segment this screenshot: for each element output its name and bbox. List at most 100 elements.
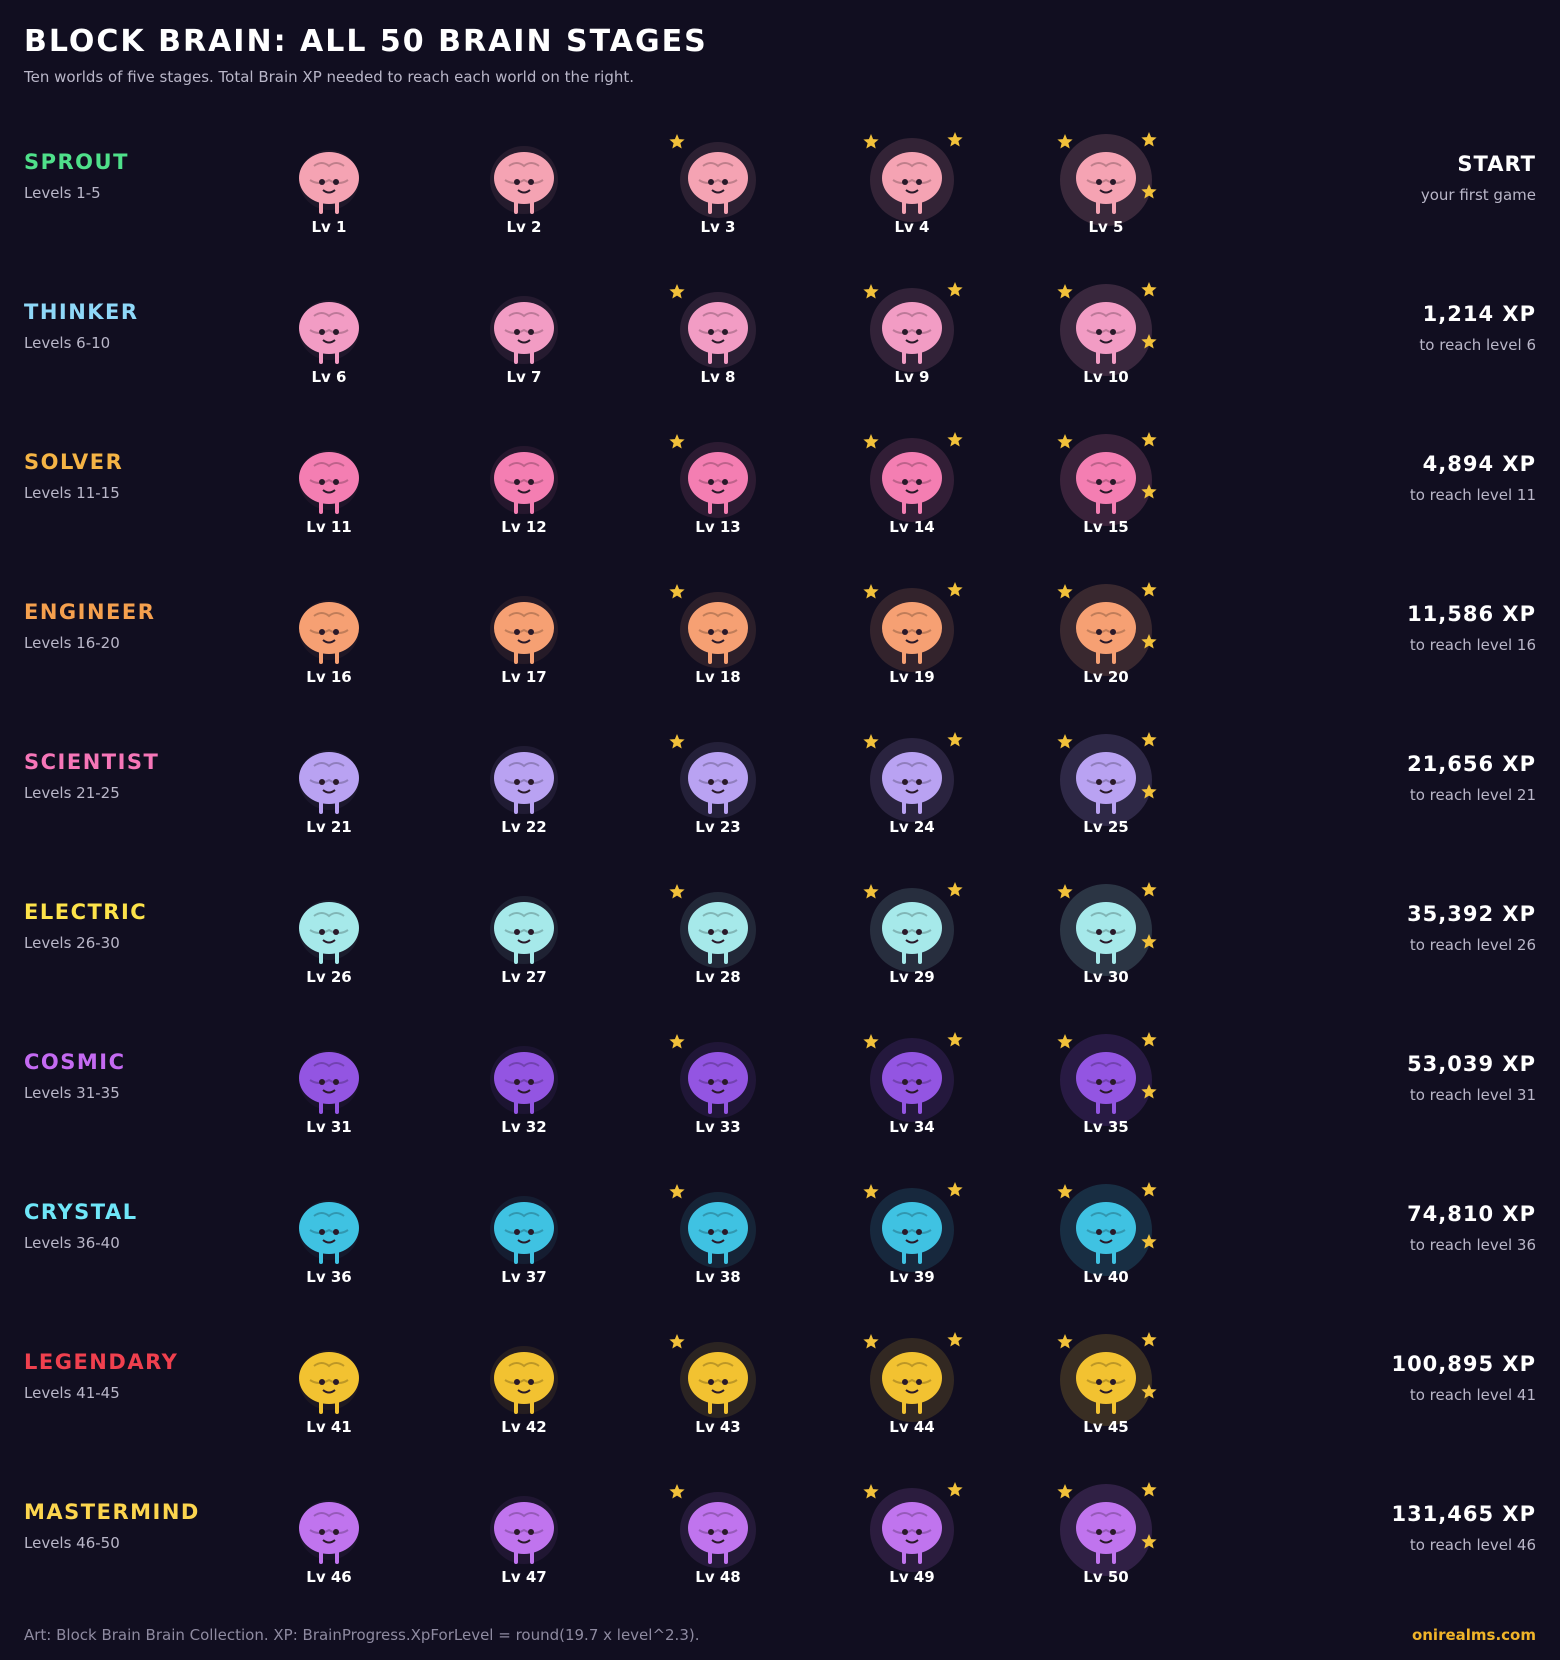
legs [1096, 800, 1116, 814]
world-name: SCIENTIST [24, 750, 160, 774]
eye [319, 779, 325, 785]
world-xp-note: to reach level 26 [1409, 936, 1536, 954]
stage-label: Lv 48 [695, 1568, 741, 1586]
mouth [711, 339, 725, 344]
star [863, 584, 879, 599]
brain-icon [490, 1496, 558, 1564]
star [669, 1184, 685, 1199]
brain [494, 1352, 554, 1404]
legs [902, 500, 922, 514]
brain [1076, 1202, 1136, 1254]
brain-icon [490, 1346, 558, 1414]
brain [688, 752, 748, 804]
brain-icon [863, 132, 963, 222]
brain-icon [1057, 882, 1157, 976]
brain [299, 602, 359, 654]
brain-icon [490, 1046, 558, 1114]
star [947, 582, 963, 597]
eye [722, 929, 728, 935]
mouth [711, 489, 725, 494]
world-name: MASTERMIND [24, 1500, 200, 1524]
stage-label: Lv 3 [700, 218, 736, 236]
eye [1110, 329, 1116, 335]
brain-fold [504, 462, 544, 484]
brain-icon [1057, 1482, 1157, 1576]
legs [514, 350, 534, 364]
brain [494, 1052, 554, 1104]
mouth [517, 939, 531, 944]
brain-icon [490, 746, 558, 814]
eye [514, 179, 520, 185]
eye [333, 329, 339, 335]
mouth [1099, 789, 1113, 794]
brain [494, 452, 554, 504]
eye [514, 1529, 520, 1535]
brain-fold [698, 1062, 738, 1084]
star [1141, 484, 1157, 499]
legs [514, 800, 534, 814]
star [669, 584, 685, 599]
stage-label: Lv 9 [894, 368, 930, 386]
eye [902, 1379, 908, 1385]
brain [299, 902, 359, 954]
stage-label: Lv 1 [311, 218, 347, 236]
brain-icon [669, 1484, 756, 1568]
star [669, 134, 685, 149]
eye [902, 179, 908, 185]
brain-fold [504, 162, 544, 184]
brain-icon [1057, 1182, 1157, 1276]
stage-label: Lv 4 [894, 218, 930, 236]
legs [1096, 500, 1116, 514]
world-xp: 35,392 XP [1407, 902, 1536, 926]
brain-fold [1086, 1512, 1126, 1534]
mouth [1099, 1389, 1113, 1394]
legs [319, 350, 339, 364]
footer-site: onirealms.com [1411, 1626, 1536, 1644]
stage-label: Lv 2 [506, 218, 542, 236]
brain [494, 1502, 554, 1554]
brain-icon [1057, 282, 1157, 376]
legs [1096, 950, 1116, 964]
brain-fold [892, 912, 932, 934]
brain [688, 902, 748, 954]
world-xp: START [1457, 152, 1536, 176]
star [1141, 1234, 1157, 1249]
eye [1096, 1529, 1102, 1535]
eye [722, 179, 728, 185]
mouth [905, 489, 919, 494]
brain-fold [892, 762, 932, 784]
stage-label: Lv 17 [501, 668, 547, 686]
world-levels: Levels 16-20 [24, 634, 120, 652]
brain-fold [504, 1362, 544, 1384]
eye [708, 1079, 714, 1085]
brain-icon [863, 1332, 963, 1422]
mouth [711, 1239, 725, 1244]
star [863, 1484, 879, 1499]
star [863, 134, 879, 149]
brain-fold [309, 1062, 349, 1084]
stage-label: Lv 25 [1083, 818, 1129, 836]
brain-fold [698, 912, 738, 934]
mouth [1099, 1089, 1113, 1094]
eye [514, 929, 520, 935]
eye [916, 929, 922, 935]
star [1057, 1334, 1073, 1349]
eye [1096, 1379, 1102, 1385]
stage-label: Lv 42 [501, 1418, 547, 1436]
brain-icon [1057, 432, 1157, 526]
eye [708, 929, 714, 935]
world-name: ELECTRIC [24, 900, 148, 924]
star [1057, 434, 1073, 449]
brain-fold [698, 162, 738, 184]
star [1057, 284, 1073, 299]
star [947, 132, 963, 147]
brain-icon [299, 1500, 359, 1564]
eye [902, 329, 908, 335]
mouth [517, 189, 531, 194]
brain-icon [1057, 1332, 1157, 1426]
stage-label: Lv 29 [889, 968, 935, 986]
brain [1076, 152, 1136, 204]
star [1141, 334, 1157, 349]
world-name: ENGINEER [24, 600, 156, 624]
brain-fold [504, 912, 544, 934]
